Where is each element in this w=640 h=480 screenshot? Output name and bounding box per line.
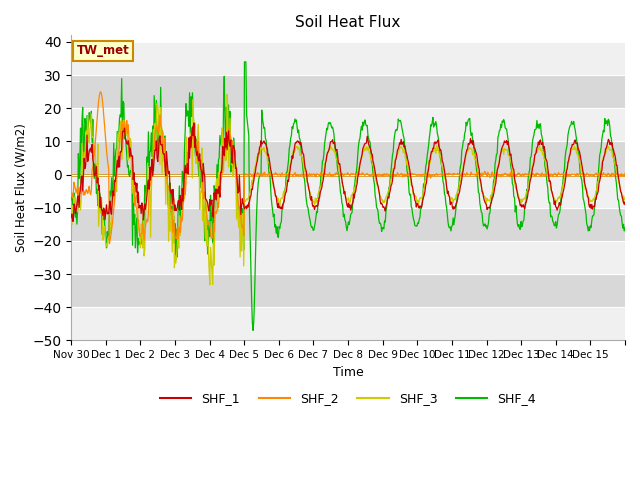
Legend: SHF_1, SHF_2, SHF_3, SHF_4: SHF_1, SHF_2, SHF_3, SHF_4 — [155, 387, 541, 410]
Bar — [71, 307, 625, 340]
Bar — [71, 274, 625, 307]
X-axis label: Time: Time — [333, 366, 364, 379]
Bar — [71, 142, 625, 175]
Bar — [71, 241, 625, 274]
Bar — [71, 108, 625, 142]
Bar — [71, 208, 625, 241]
Text: TW_met: TW_met — [77, 45, 129, 58]
Title: Soil Heat Flux: Soil Heat Flux — [296, 15, 401, 30]
Bar — [71, 75, 625, 108]
Bar — [71, 175, 625, 208]
Y-axis label: Soil Heat Flux (W/m2): Soil Heat Flux (W/m2) — [15, 123, 28, 252]
Bar — [71, 42, 625, 75]
